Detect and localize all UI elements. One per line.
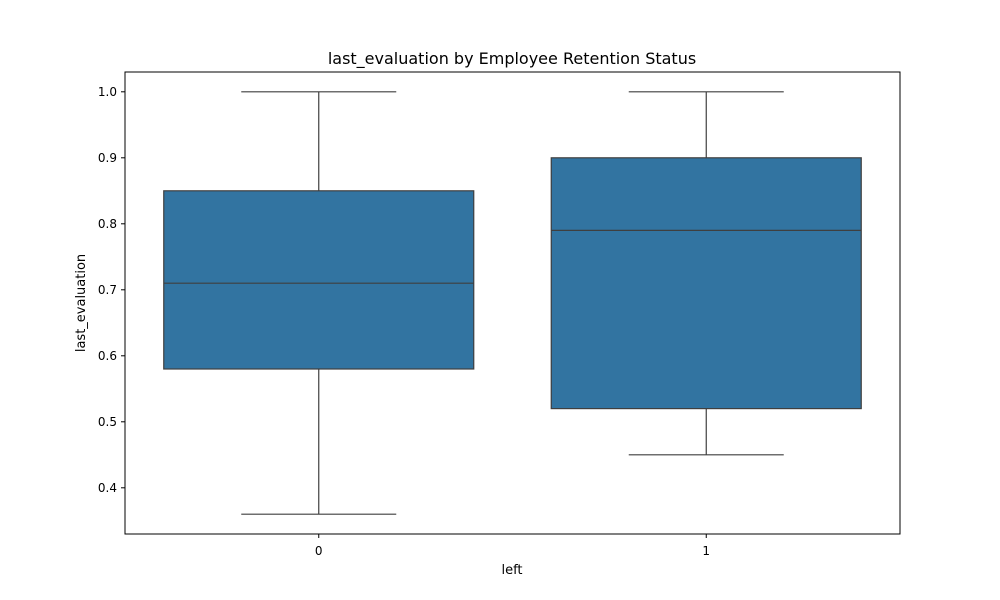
y-tick-label: 0.5 (98, 415, 117, 429)
y-tick-label: 1.0 (98, 85, 117, 99)
x-axis-label: left (501, 563, 522, 578)
plot-area (163, 91, 862, 515)
y-tick-label: 0.7 (98, 283, 117, 297)
chart-title: last_evaluation by Employee Retention St… (328, 49, 696, 69)
y-axis-label: last_evaluation (74, 254, 89, 352)
y-tick-label: 0.4 (98, 481, 117, 495)
y-tick-label: 0.8 (98, 217, 117, 231)
box-1 (550, 157, 862, 410)
box-group-0 (163, 91, 475, 515)
box-0 (163, 190, 475, 370)
x-tick-label: 1 (702, 544, 710, 558)
box-group-1 (550, 91, 862, 456)
y-tick-label: 0.6 (98, 349, 117, 363)
x-tick-label: 0 (315, 544, 323, 558)
axes: 0.4 0.5 0.6 0.7 0.8 0.9 1.0 0 1 (98, 85, 710, 558)
y-tick-label: 0.9 (98, 151, 117, 165)
plot-frame (124, 71, 901, 535)
